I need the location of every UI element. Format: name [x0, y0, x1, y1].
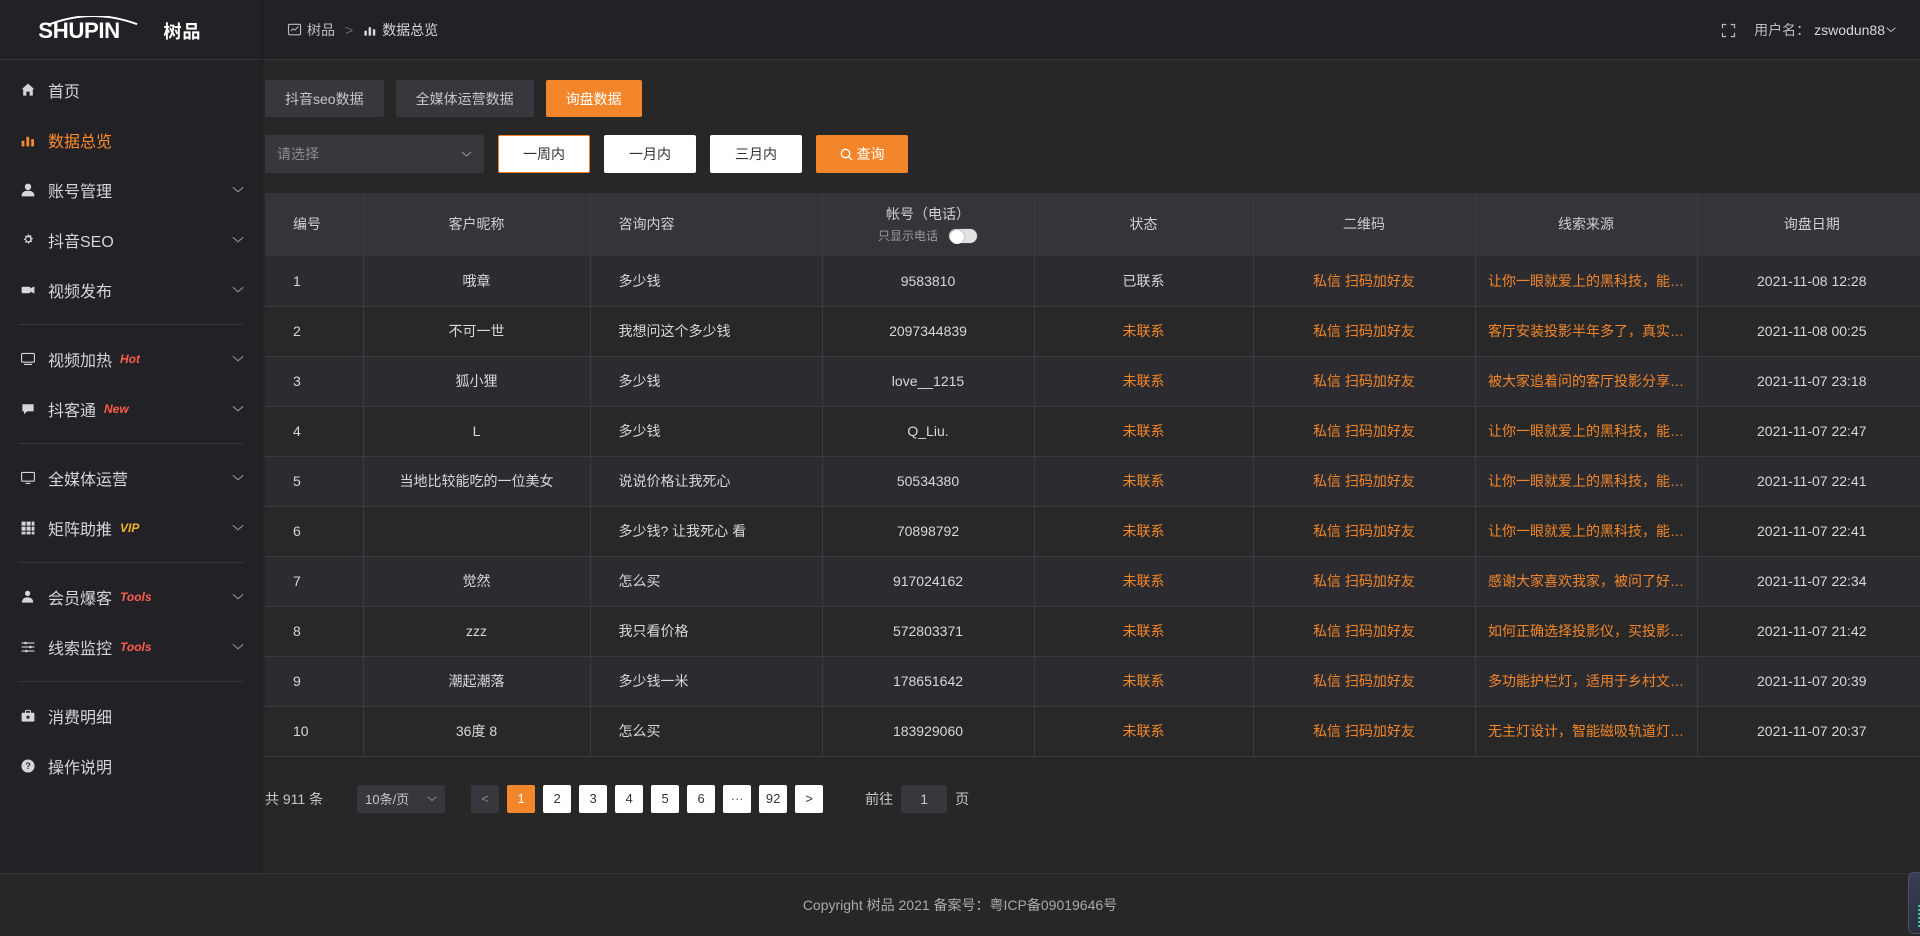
svg-text:?: ? [25, 761, 30, 771]
svg-text:树品: 树品 [163, 18, 201, 44]
svg-text:SHUPIN: SHUPIN [38, 18, 119, 43]
